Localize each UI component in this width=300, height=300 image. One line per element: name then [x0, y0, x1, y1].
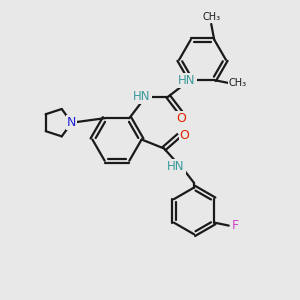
Text: O: O: [176, 112, 186, 125]
Text: HN: HN: [178, 74, 196, 87]
Text: HN: HN: [167, 160, 185, 173]
Text: N: N: [67, 116, 76, 129]
Text: O: O: [180, 129, 189, 142]
Text: CH₃: CH₃: [229, 78, 247, 88]
Text: HN: HN: [133, 90, 151, 103]
Text: F: F: [232, 219, 239, 232]
Text: CH₃: CH₃: [202, 12, 220, 22]
